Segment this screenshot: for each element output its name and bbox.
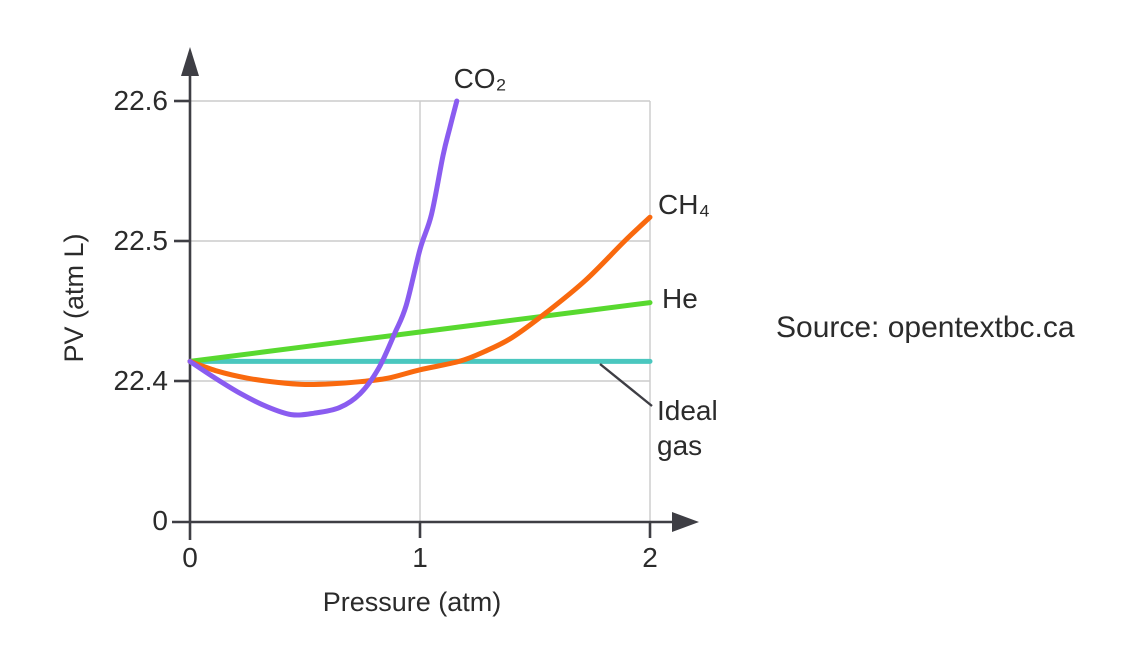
y-axis-title: PV (atm L) bbox=[59, 233, 89, 363]
x-tick-label-1: 1 bbox=[412, 542, 428, 573]
source-text: Source: opentextbc.ca bbox=[776, 311, 1075, 344]
co2-curve-label: CO₂ bbox=[453, 63, 507, 94]
ch4-curve bbox=[187, 214, 653, 388]
y-tick-label-22-4: 22.4 bbox=[113, 365, 169, 396]
ideal-gas-annotation-line bbox=[599, 363, 653, 407]
x-axis-arrowhead bbox=[672, 512, 699, 532]
y-tick-label-22-5: 22.5 bbox=[113, 225, 169, 256]
he-curve-label: He bbox=[662, 283, 698, 314]
x-axis-title: Pressure (atm) bbox=[322, 587, 502, 617]
y-tick-label-0: 0 bbox=[152, 505, 168, 536]
y-axis-arrowhead bbox=[181, 47, 199, 76]
axes bbox=[172, 70, 678, 540]
he-curve bbox=[187, 300, 653, 364]
ch4-curve-label: CH₄ bbox=[658, 189, 710, 220]
x-tick-label-2: 2 bbox=[642, 542, 658, 573]
y-tick-label-22-6: 22.6 bbox=[113, 85, 169, 116]
ideal-gas-curve-label: Ideal gas bbox=[657, 395, 718, 461]
curves bbox=[187, 98, 653, 418]
co2-curve bbox=[187, 98, 460, 418]
x-tick-label-0: 0 bbox=[182, 542, 198, 573]
